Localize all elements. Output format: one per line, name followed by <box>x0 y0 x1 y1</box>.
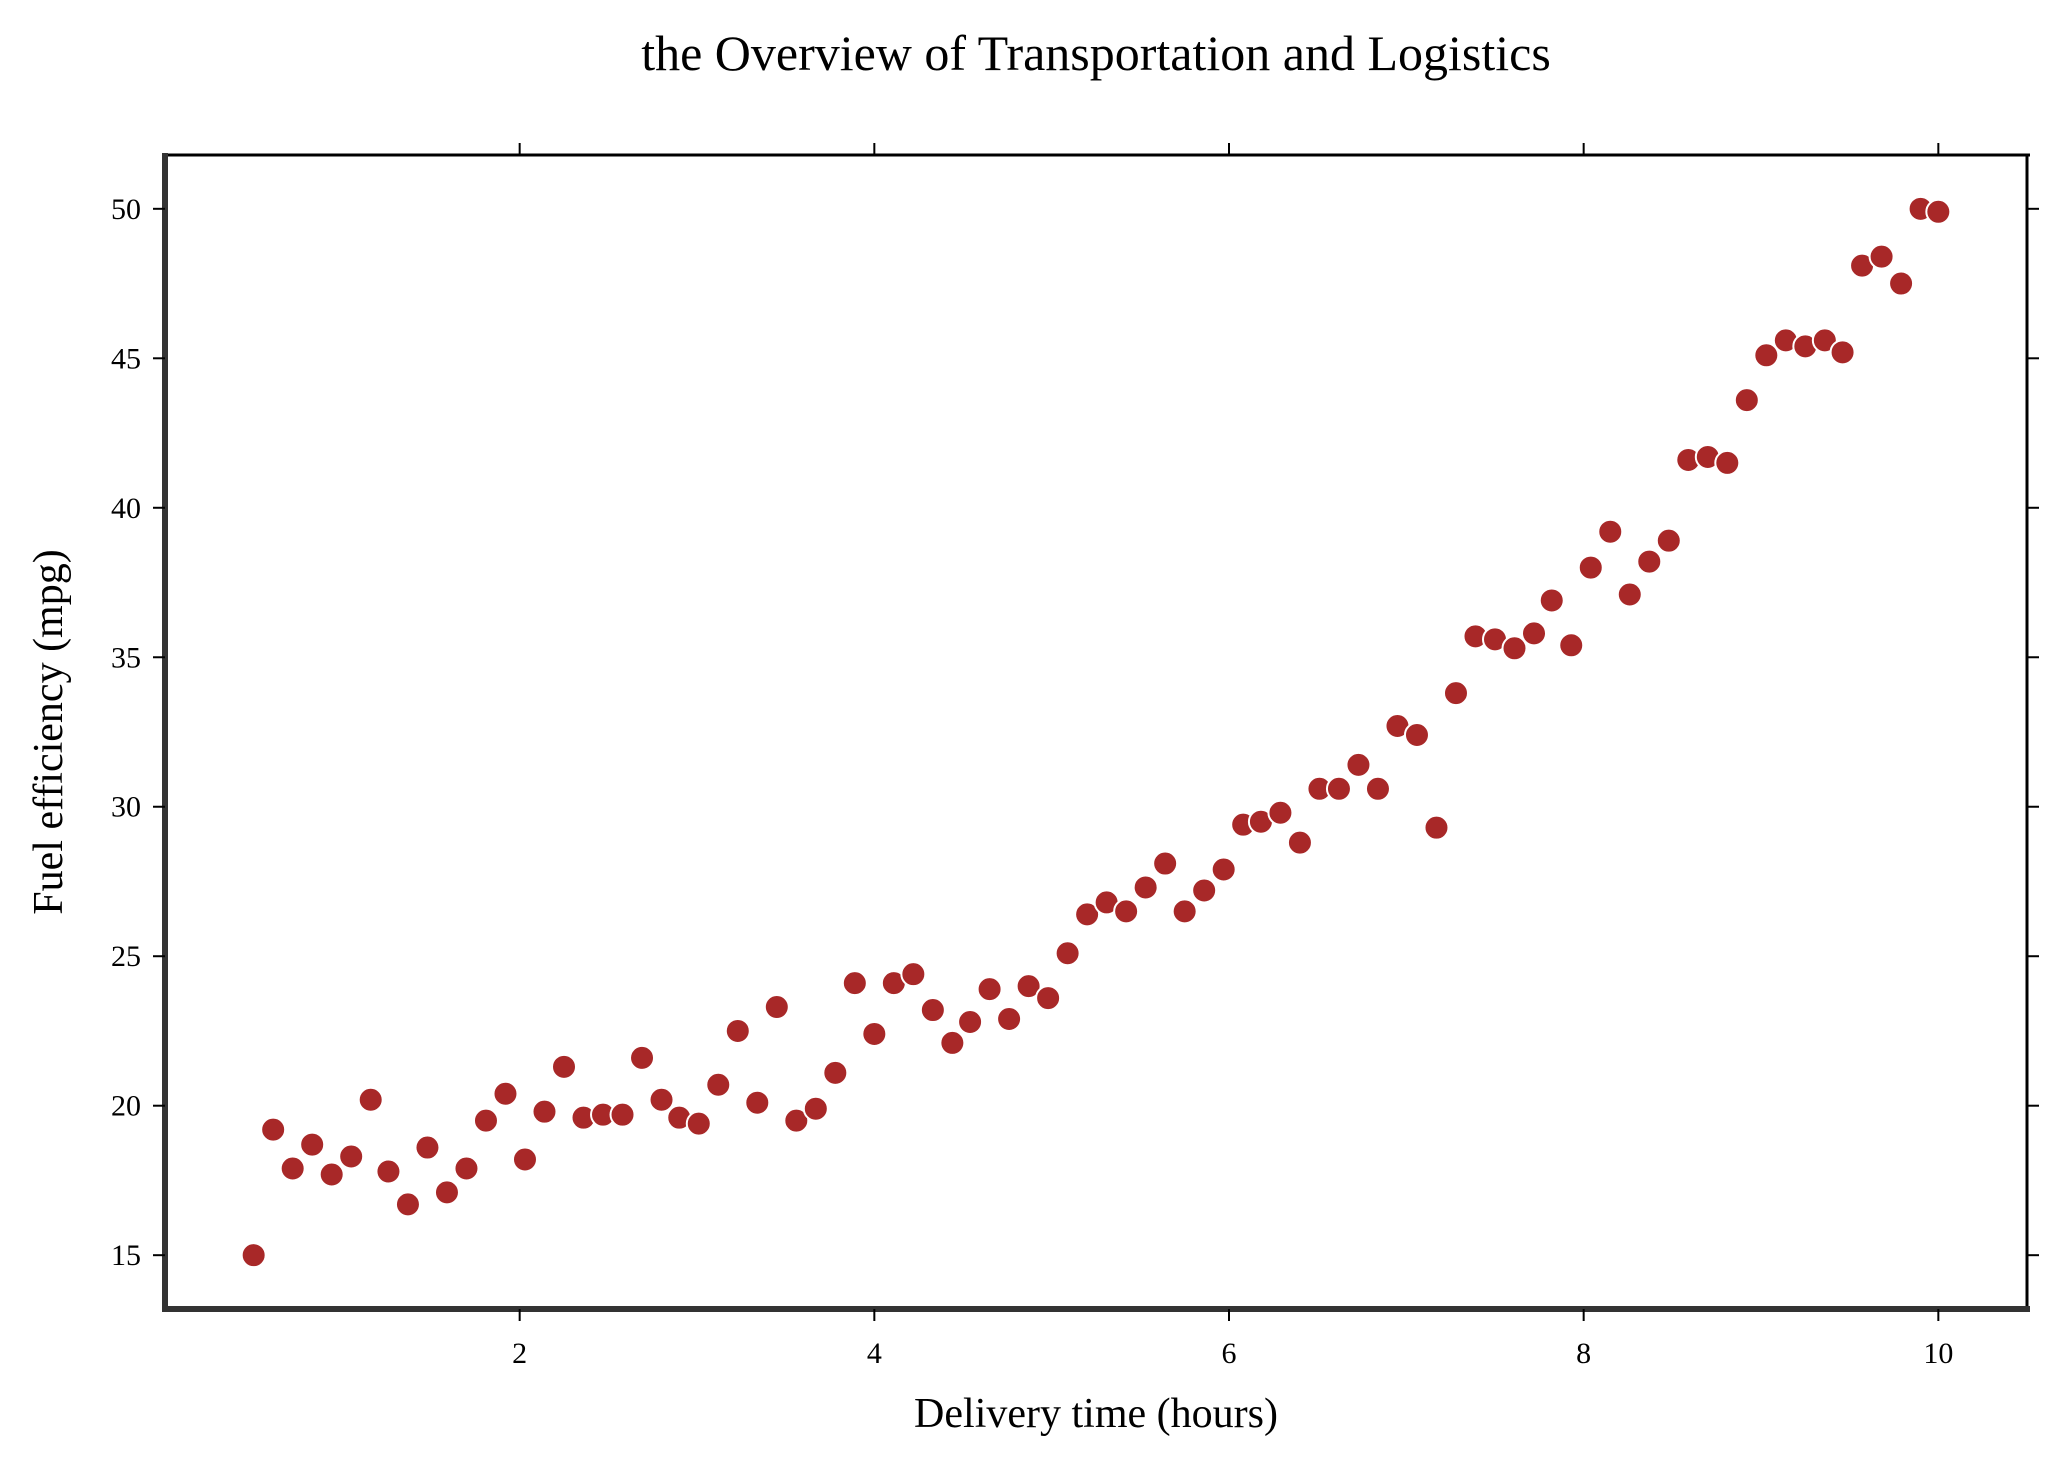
data-point <box>1152 850 1179 877</box>
data-point <box>861 1020 888 1047</box>
data-point <box>472 1107 499 1134</box>
plot-area <box>162 153 2030 1312</box>
data-point <box>1403 721 1430 748</box>
data-point <box>1925 198 1952 225</box>
data-point <box>433 1179 460 1206</box>
data-point <box>338 1143 365 1170</box>
data-point <box>1015 973 1042 1000</box>
data-point <box>976 976 1003 1003</box>
data-point <box>1733 387 1760 414</box>
data-point <box>375 1158 402 1185</box>
data-point <box>802 1095 829 1122</box>
data-point <box>1132 874 1159 901</box>
data-point <box>1364 775 1391 802</box>
x-axis-label: Delivery time (hours) <box>914 1391 1278 1437</box>
data-points <box>240 195 1952 1269</box>
data-point <box>919 997 946 1024</box>
data-point <box>1325 775 1352 802</box>
y-tick-label: 35 <box>111 641 141 674</box>
data-point <box>531 1098 558 1125</box>
data-point <box>957 1008 984 1035</box>
x-tick-label: 2 <box>512 1337 527 1370</box>
data-point <box>453 1155 480 1182</box>
data-point <box>394 1191 421 1218</box>
data-point <box>279 1155 306 1182</box>
data-point <box>724 1017 751 1044</box>
data-point <box>705 1071 732 1098</box>
data-point <box>763 994 790 1021</box>
x-tick-label: 4 <box>867 1337 882 1370</box>
x-tick-label: 8 <box>1576 1337 1591 1370</box>
data-point <box>1714 449 1741 476</box>
data-point <box>822 1059 849 1086</box>
data-point <box>1655 527 1682 554</box>
data-point <box>1035 985 1062 1012</box>
data-point <box>357 1086 384 1113</box>
data-point <box>414 1134 441 1161</box>
data-point <box>551 1053 577 1080</box>
data-point <box>629 1044 656 1071</box>
data-point <box>609 1101 636 1128</box>
data-point <box>1423 814 1450 841</box>
data-point <box>1616 581 1643 608</box>
data-point <box>1074 901 1101 928</box>
data-point <box>648 1086 675 1113</box>
data-point <box>1829 339 1856 366</box>
data-point <box>299 1131 326 1158</box>
data-point <box>1171 898 1198 925</box>
data-point <box>783 1107 810 1134</box>
data-point <box>1597 518 1624 545</box>
data-point <box>900 961 927 988</box>
data-point <box>1267 799 1294 826</box>
data-point <box>1054 940 1081 967</box>
data-point <box>1888 270 1915 297</box>
data-point <box>1113 898 1140 925</box>
data-point <box>318 1161 345 1188</box>
y-tick-label: 45 <box>111 342 141 375</box>
data-point <box>1191 877 1218 904</box>
data-point <box>511 1146 538 1173</box>
y-tick-label: 50 <box>111 193 141 226</box>
y-tick-label: 30 <box>111 791 141 824</box>
y-tick-label: 25 <box>111 940 141 973</box>
data-point <box>1442 680 1469 707</box>
data-point <box>1558 632 1585 659</box>
y-tick-label: 40 <box>111 492 141 525</box>
data-point <box>1345 751 1372 778</box>
data-point <box>1811 327 1838 354</box>
data-point <box>1286 829 1313 856</box>
data-point <box>1521 620 1548 647</box>
data-point <box>939 1029 966 1056</box>
y-tick-label: 15 <box>111 1239 141 1272</box>
y-axis-label: Fuel efficiency (mpg) <box>26 549 72 914</box>
data-point <box>841 970 868 997</box>
y-axis-ticks: 15 20 25 30 35 40 45 50 <box>111 193 2039 1272</box>
data-point <box>1501 635 1528 662</box>
chart-title: the Overview of Transportation and Logis… <box>641 25 1551 81</box>
data-point <box>1210 856 1237 883</box>
data-point <box>685 1110 712 1137</box>
data-point <box>1538 587 1565 614</box>
x-axis-ticks: 2 4 6 8 10 <box>512 143 1953 1370</box>
data-point <box>996 1006 1023 1033</box>
data-point <box>1868 243 1895 270</box>
x-tick-label: 6 <box>1222 1337 1237 1370</box>
data-point <box>492 1080 519 1107</box>
x-tick-label: 10 <box>1923 1337 1953 1370</box>
y-tick-label: 20 <box>111 1090 141 1123</box>
data-point <box>1636 548 1663 575</box>
data-point <box>1753 342 1780 369</box>
data-point <box>240 1242 267 1269</box>
data-point <box>260 1116 287 1143</box>
data-point <box>1577 554 1604 581</box>
data-point <box>744 1089 771 1116</box>
